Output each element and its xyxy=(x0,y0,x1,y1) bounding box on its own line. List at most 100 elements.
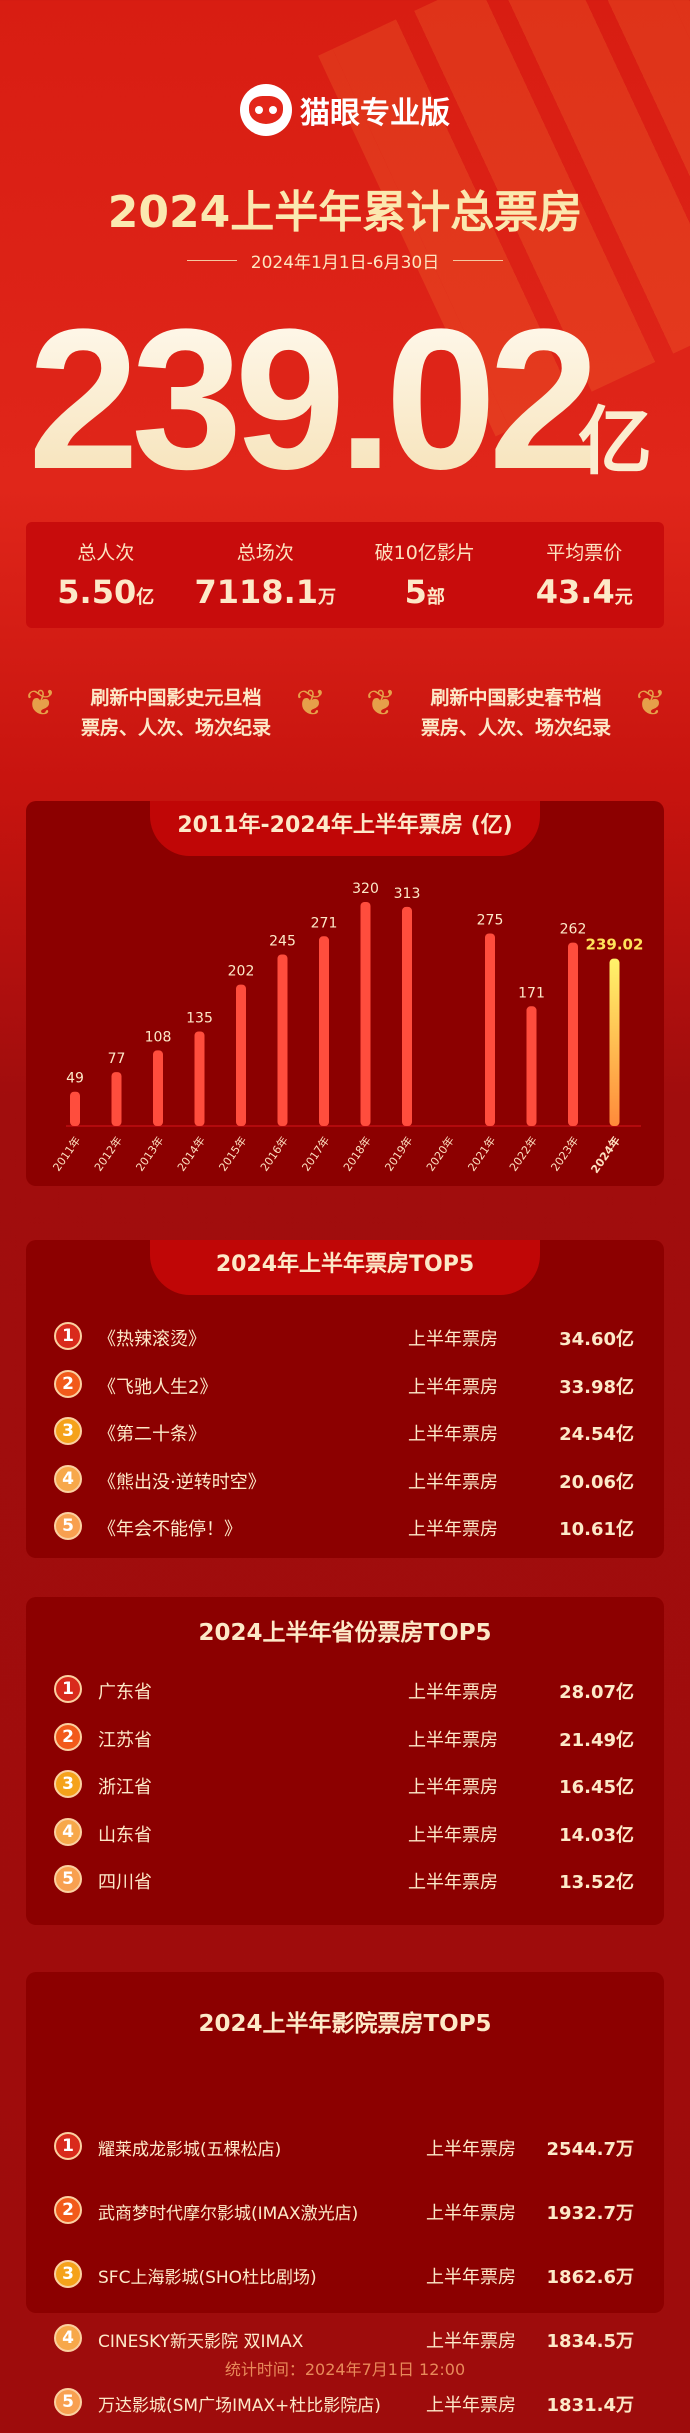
stat-label: 平均票价 xyxy=(546,542,623,564)
data-label: 239.02 xyxy=(586,936,644,954)
films-panel: 2024年上半年票房TOP5 1 《热辣滚烫》 上半年票房 34.60亿 2 《飞… xyxy=(26,1240,664,1558)
stat-label: 总人次 xyxy=(77,542,135,564)
item-label: 上半年票房 xyxy=(426,2203,516,2224)
list-item: 3 浙江省 上半年票房 16.45亿 xyxy=(26,1770,664,1800)
item-name: 耀莱成龙影城(五棵松店) xyxy=(98,2140,282,2160)
rank-badge: 3 xyxy=(54,2260,82,2288)
stat-unit: 部 xyxy=(426,587,445,608)
list-item: 1 《热辣滚烫》 上半年票房 34.60亿 xyxy=(26,1322,664,1352)
list-item: 2 江苏省 上半年票房 21.49亿 xyxy=(26,1722,664,1753)
award-line: 刷新中国影史元旦档 xyxy=(90,687,262,709)
item-value: 24.54亿 xyxy=(559,1424,634,1445)
x-tick-label: 2020年 xyxy=(423,1134,457,1174)
rank-badge: 5 xyxy=(54,2388,82,2416)
data-label: 320 xyxy=(352,881,379,897)
x-tick-label: 2022年 xyxy=(506,1134,540,1174)
chart-title: 2011年-2024年上半年票房 (亿) xyxy=(150,801,540,856)
item-label: 上半年票房 xyxy=(408,1519,498,1540)
stats-bar: 总人次 5.50亿 总场次 7118.1万 破10亿影片 5部 平均票价 43.4元 xyxy=(26,522,664,628)
x-tick-label: 2012年 xyxy=(91,1134,125,1174)
bar xyxy=(277,954,288,1126)
rank-badge: 4 xyxy=(54,2324,82,2352)
stat-billion-films: 破10亿影片 5部 xyxy=(345,522,505,628)
item-label: 上半年票房 xyxy=(408,1777,498,1798)
bar xyxy=(568,942,578,1126)
bar-chart: 49 2011年 77 2012年 108 2013年 135 2014年 202 2015年 24… xyxy=(50,881,644,1176)
x-tick-label: 2014年 xyxy=(174,1134,208,1174)
data-label: 77 xyxy=(108,1051,126,1067)
stat-label: 总场次 xyxy=(236,542,294,564)
item-label: 上半年票房 xyxy=(408,1424,498,1445)
item-value: 1862.6万 xyxy=(546,2267,634,2288)
rank-badge: 5 xyxy=(54,1512,82,1540)
item-value: 2544.7万 xyxy=(546,2139,634,2160)
bar xyxy=(526,1006,537,1126)
bar xyxy=(70,1091,80,1126)
award-line: 票房、人次、场次纪录 xyxy=(80,717,271,739)
data-label: 271 xyxy=(311,915,338,931)
rank-badge: 3 xyxy=(54,1770,82,1798)
item-name: 浙江省 xyxy=(98,1777,152,1798)
bar xyxy=(194,1031,205,1126)
item-name: 武商梦时代摩尔影城(IMAX激光店) xyxy=(98,2204,359,2224)
brand-name: 猫眼专业版 xyxy=(300,96,450,131)
item-label: 上半年票房 xyxy=(408,1729,498,1751)
list-item: 4 山东省 上半年票房 14.03亿 xyxy=(26,1817,664,1848)
bar xyxy=(111,1072,122,1126)
stat-value: 43.4 xyxy=(535,573,615,611)
x-tick-label: 2024年 xyxy=(588,1134,623,1176)
rank-badge: 4 xyxy=(54,1464,82,1493)
x-tick-label: 2023年 xyxy=(548,1134,582,1174)
total-unit: 亿 xyxy=(578,399,652,485)
list-item: 5 《年会不能停！》 上半年票房 10.61亿 xyxy=(26,1512,664,1542)
stat-admissions: 总人次 5.50亿 xyxy=(26,522,186,628)
item-name: 《热辣滚烫》 xyxy=(98,1329,206,1350)
stats-timestamp: 统计时间：2024年7月1日 12:00 xyxy=(224,2360,466,2379)
item-value: 20.06亿 xyxy=(559,1471,634,1493)
item-label: 上半年票房 xyxy=(408,1824,498,1846)
x-tick-label: 2018年 xyxy=(340,1134,374,1174)
stat-label: 破10亿影片 xyxy=(374,542,475,564)
cinemas-panel: 2024上半年影院票房TOP5 1 耀莱成龙影城(五棵松店) 上半年票房 254… xyxy=(26,1972,664,2416)
x-tick-label: 2011年 xyxy=(50,1134,84,1174)
laurel-right-icon: ❦ xyxy=(635,683,666,724)
bar xyxy=(236,984,246,1126)
rank-badge: 1 xyxy=(54,1322,82,1350)
item-name: 广东省 xyxy=(98,1682,152,1703)
bar xyxy=(402,906,412,1126)
item-value: 33.98亿 xyxy=(559,1376,634,1398)
data-label: 313 xyxy=(394,886,421,902)
item-name: 《第二十条》 xyxy=(98,1424,206,1445)
provinces-panel: 2024上半年省份票房TOP5 1 广东省 上半年票房 28.07亿 2 江苏省 … xyxy=(26,1597,664,1925)
list-item: 3 SFC上海影城(SHO杜比剧场) 上半年票房 1862.6万 xyxy=(26,2260,664,2290)
stat-screenings: 总场次 7118.1万 xyxy=(186,522,346,628)
cat-logo-icon xyxy=(240,84,292,136)
item-value: 1834.5万 xyxy=(546,2331,634,2352)
date-range: 2024年1月1日-6月30日 xyxy=(0,248,690,273)
item-label: 上半年票房 xyxy=(408,1471,498,1493)
data-label: 108 xyxy=(145,1029,172,1045)
provinces-title: 2024上半年省份票房TOP5 xyxy=(198,1620,492,1646)
stat-value: 7118.1 xyxy=(194,573,318,611)
rank-badge: 2 xyxy=(54,1369,82,1398)
list-item: 3 《第二十条》 上半年票房 24.54亿 xyxy=(26,1417,664,1447)
item-value: 1831.4万 xyxy=(546,2395,634,2416)
data-label: 171 xyxy=(518,985,545,1001)
x-tick-label: 2019年 xyxy=(382,1134,416,1174)
item-label: 上半年票房 xyxy=(408,1872,498,1893)
award-line: 票房、人次、场次纪录 xyxy=(420,717,611,739)
rank-badge: 2 xyxy=(54,2196,82,2224)
award-spring-festival: ❦ 刷新中国影史春节档 票房、人次、场次纪录 ❦ xyxy=(366,683,666,743)
item-name: 江苏省 xyxy=(98,1729,152,1751)
item-value: 14.03亿 xyxy=(559,1824,634,1846)
stat-unit: 万 xyxy=(317,587,336,608)
list-item: 2 武商梦时代摩尔影城(IMAX激光店) 上半年票房 1932.7万 xyxy=(26,2196,664,2226)
item-label: 上半年票房 xyxy=(426,2267,516,2288)
item-name: 《年会不能停！》 xyxy=(98,1519,242,1540)
list-item: 4 CINESKY新天影院 双IMAX 上半年票房 1834.5万 xyxy=(26,2324,664,2354)
list-item: 2 《飞驰人生2》 上半年票房 33.98亿 xyxy=(26,1369,664,1400)
bar xyxy=(153,1050,163,1126)
rank-badge: 1 xyxy=(54,2132,82,2160)
item-label: 上半年票房 xyxy=(408,1682,498,1703)
data-label: 275 xyxy=(477,913,504,929)
